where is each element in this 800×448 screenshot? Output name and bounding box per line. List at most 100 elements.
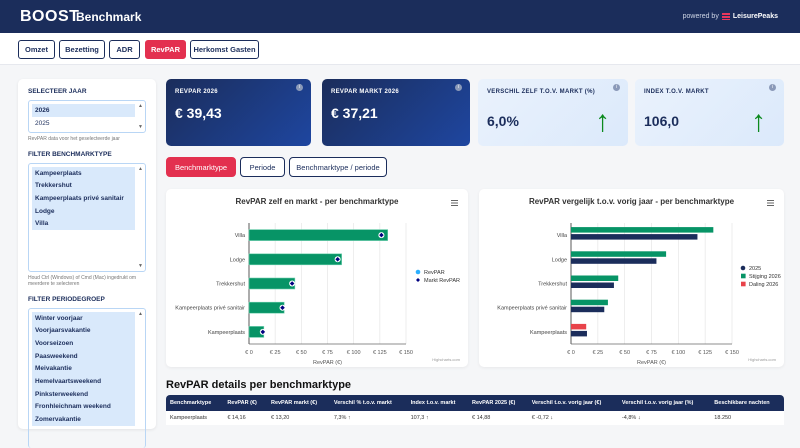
- periodegroep-select[interactable]: ▲ Winter voorjaar Voorjaarsvakantie Voorse…: [28, 307, 146, 448]
- column-header[interactable]: Beschikbare nachten: [710, 395, 784, 411]
- type-label: FILTER BENCHMARKTYPE: [28, 150, 112, 158]
- y-category-label: Kampeerplaats: [530, 330, 567, 336]
- kpi-label: INDEX T.O.V. MARKT: [644, 89, 709, 95]
- periode-option[interactable]: Zomervakantie: [32, 413, 135, 426]
- kpi-label: REVPAR 2026: [175, 89, 218, 95]
- nav-herkomst-gasten[interactable]: Herkomst Gasten: [190, 40, 259, 59]
- kpi-value: € 37,21: [331, 105, 378, 121]
- bar-2025: [571, 306, 605, 313]
- chart-credits[interactable]: Highcharts.com: [748, 357, 776, 362]
- periode-option[interactable]: Pinksterweekend: [32, 387, 135, 401]
- periode-option[interactable]: Fronhleichnam weekend: [32, 400, 135, 413]
- powered-by-text: powered by: [682, 13, 719, 20]
- chart-menu-icon[interactable]: [451, 200, 458, 206]
- legend-item[interactable]: RevPAR: [424, 270, 445, 276]
- kpi-revpar: i REVPAR 2026 € 39,43: [166, 79, 311, 146]
- bar-2026: [571, 323, 587, 330]
- y-category-label: Lodge: [552, 257, 567, 263]
- column-header[interactable]: Benchmarktype: [166, 395, 224, 411]
- column-header[interactable]: Verschil t.o.v. vorig jaar (€): [527, 395, 618, 411]
- chart-revpar-zelf-markt: RevPAR zelf en markt - per benchmarktype…: [166, 189, 468, 367]
- column-header[interactable]: RevPAR 2025 (€): [468, 395, 528, 411]
- periode-option[interactable]: Voorseizoen: [32, 336, 135, 350]
- nav-bar: Omzet Bezetting ADR RevPAR Herkomst Gast…: [0, 33, 800, 65]
- app-title: Benchmark: [76, 10, 142, 24]
- year-option[interactable]: 2025: [35, 119, 50, 127]
- segment-periode[interactable]: Periode: [240, 157, 285, 177]
- periode-option[interactable]: Hemelvaartsweekend: [32, 374, 135, 388]
- scroll-down-icon[interactable]: ▼: [138, 262, 143, 269]
- nav-adr[interactable]: ADR: [109, 40, 140, 59]
- scroll-up-icon[interactable]: ▲: [138, 165, 143, 172]
- benchmarktype-option[interactable]: Trekkershut: [32, 179, 135, 192]
- nav-bezetting[interactable]: Bezetting: [59, 40, 105, 59]
- table-title: RevPAR details per benchmarktype: [166, 379, 352, 391]
- bar-2025: [571, 258, 657, 264]
- chart-credits[interactable]: Highcharts.com: [432, 357, 460, 362]
- column-header[interactable]: RevPAR markt (€): [266, 395, 330, 411]
- arrow-up-icon: ↑: [751, 105, 766, 138]
- bar-2026: [571, 299, 608, 306]
- chart-menu-icon[interactable]: [767, 200, 774, 206]
- leisurepeaks-logo-icon: [721, 13, 730, 20]
- y-category-label: Kampeerplaats: [208, 330, 245, 336]
- column-header[interactable]: Verschil t.o.v. vorig jaar (%): [617, 395, 711, 411]
- nav-omzet[interactable]: Omzet: [18, 40, 55, 59]
- info-icon[interactable]: i: [455, 84, 462, 91]
- kpi-value: 6,0%: [487, 113, 519, 129]
- table-cell: 7,3% ↑: [329, 411, 407, 425]
- column-header[interactable]: Verschil % t.o.v. markt: [329, 395, 407, 411]
- year-hint: RevPAR data voor het geselecteerde jaar: [28, 136, 120, 142]
- chart-svg: € 0 € 25 € 50 € 75 € 100 € 125 € 150 RevPAR (€)…: [497, 223, 781, 366]
- y-category-label: Villa: [235, 233, 246, 239]
- column-header[interactable]: RevPAR (€): [223, 395, 267, 411]
- periode-option[interactable]: Winter voorjaar: [32, 311, 135, 325]
- segment-benchmarktype[interactable]: Benchmarktype: [166, 157, 236, 177]
- brand-name: LeisurePeaks: [732, 13, 778, 20]
- legend-symbol: [415, 269, 421, 275]
- benchmarktype-option[interactable]: Kampeerplaats privé sanitair: [32, 191, 135, 205]
- x-tick-label: € 50: [296, 350, 307, 356]
- table-cell: 18.250: [710, 411, 784, 425]
- chart-title: RevPAR vergelijk t.o.v. vorig jaar - per…: [528, 197, 735, 206]
- powered-by: powered by LeisurePeaks: [683, 13, 778, 20]
- x-tick-label: € 100: [671, 350, 685, 356]
- benchmarktype-option[interactable]: Lodge: [32, 204, 135, 218]
- scroll-up-icon[interactable]: ▲: [138, 103, 143, 109]
- kpi-index-markt: i INDEX T.O.V. MARKT 106,0 ↑: [635, 79, 784, 146]
- scroll-up-icon[interactable]: ▲: [138, 310, 143, 317]
- x-tick-label: € 100: [347, 350, 361, 356]
- column-header[interactable]: Index t.o.v. markt: [406, 395, 469, 411]
- year-select[interactable]: ▲ ▼ 2026 2025: [28, 100, 146, 133]
- info-icon[interactable]: i: [296, 84, 303, 91]
- benchmarktype-option[interactable]: Villa: [32, 217, 135, 230]
- bar-2025: [571, 282, 614, 288]
- periode-option[interactable]: Paasweekend: [32, 349, 135, 363]
- bar-revpar: [248, 301, 285, 314]
- nav-revpar[interactable]: RevPAR: [145, 40, 186, 59]
- legend-item[interactable]: Stijging 2026: [749, 274, 781, 280]
- app-header: BOOST Benchmark powered by LeisurePeaks: [0, 0, 800, 33]
- scroll-down-icon[interactable]: ▼: [138, 124, 143, 130]
- benchmarktype-select[interactable]: ▲ ▼ Kampeerplaats Trekkershut Kampeerplaat…: [28, 162, 146, 272]
- table-cell: € 13,20: [266, 411, 330, 425]
- x-tick-label: € 150: [725, 350, 739, 356]
- legend-item[interactable]: 2025: [749, 266, 761, 272]
- legend-item[interactable]: Markt RevPAR: [424, 278, 460, 284]
- table-row[interactable]: Kampeerplaats € 14,16 € 13,20 7,3% ↑ 107,3 ↑…: [166, 411, 784, 425]
- type-hint: Houd Ctrl (Windows) of Cmd (Mac) ingedru…: [28, 274, 137, 288]
- info-icon[interactable]: i: [769, 84, 776, 91]
- x-tick-label: € 150: [399, 350, 413, 356]
- year-option[interactable]: 2026: [32, 104, 135, 117]
- segment-benchmarktype-periode[interactable]: Benchmarktype / periode: [289, 157, 387, 177]
- benchmarktype-option[interactable]: Kampeerplaats: [32, 166, 135, 180]
- periode-option[interactable]: Meivakantie: [32, 362, 135, 375]
- legend-item[interactable]: Daling 2026: [749, 282, 778, 288]
- x-tick-label: € 125: [373, 350, 387, 356]
- info-icon[interactable]: i: [613, 84, 620, 91]
- bar-revpar: [248, 253, 342, 266]
- x-tick-label: € 0: [245, 350, 253, 356]
- table-cell: -4,8% ↓: [617, 411, 711, 425]
- bar-2026: [571, 227, 714, 233]
- periode-option[interactable]: Voorjaarsvakantie: [32, 324, 135, 337]
